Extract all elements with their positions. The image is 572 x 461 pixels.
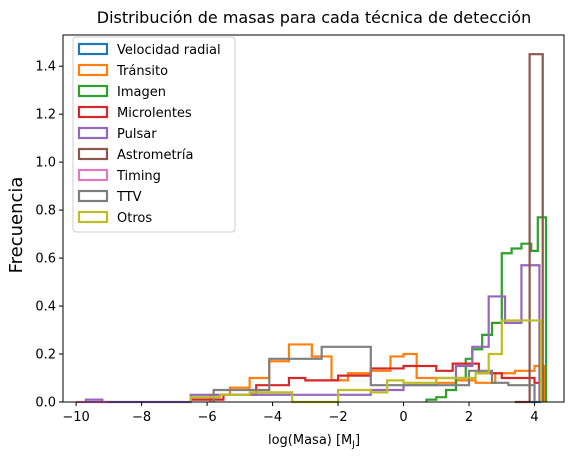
y-axis: 0.0 0.2 0.4 0.6 0.8 1.0 1.2 1.4 [35,60,63,411]
x-tick-label: 4 [530,410,538,425]
y-tick-label: 0.2 [35,348,56,363]
legend-label: Timing [116,169,161,184]
legend: Velocidad radial Tránsito Imagen Microlente… [73,37,235,232]
x-axis-label: log(Masa) [MJ] [268,433,360,450]
legend-label: Tránsito [116,64,168,79]
legend-label: Otros [117,211,152,226]
x-tick-label: −8 [132,410,151,425]
x-tick-label: −2 [328,410,347,425]
x-tick-label: −4 [263,410,282,425]
x-tick-label: 0 [399,410,407,425]
y-tick-label: 1.0 [35,156,56,171]
legend-label: Microlentes [117,106,192,121]
x-tick-label: −6 [197,410,216,425]
legend-label: Astrometría [117,148,193,163]
y-tick-label: 1.4 [35,60,56,75]
legend-label: Velocidad radial [117,43,221,58]
x-tick-label: −10 [62,410,89,425]
x-axis: −10 −8 −6 −4 −2 0 2 4 [62,402,538,425]
legend-label: Imagen [117,85,166,100]
legend-label: Pulsar [117,127,157,142]
legend-label: TTV [116,190,142,205]
y-tick-label: 0.8 [35,204,56,219]
y-tick-label: 0.6 [35,252,56,267]
y-tick-label: 1.2 [35,108,56,123]
y-axis-label: Frecuencia [6,177,27,274]
y-tick-label: 0.0 [35,396,56,411]
x-tick-label: 2 [465,410,473,425]
y-tick-label: 0.4 [35,300,56,315]
chart-title: Distribución de masas para cada técnica … [97,8,531,27]
